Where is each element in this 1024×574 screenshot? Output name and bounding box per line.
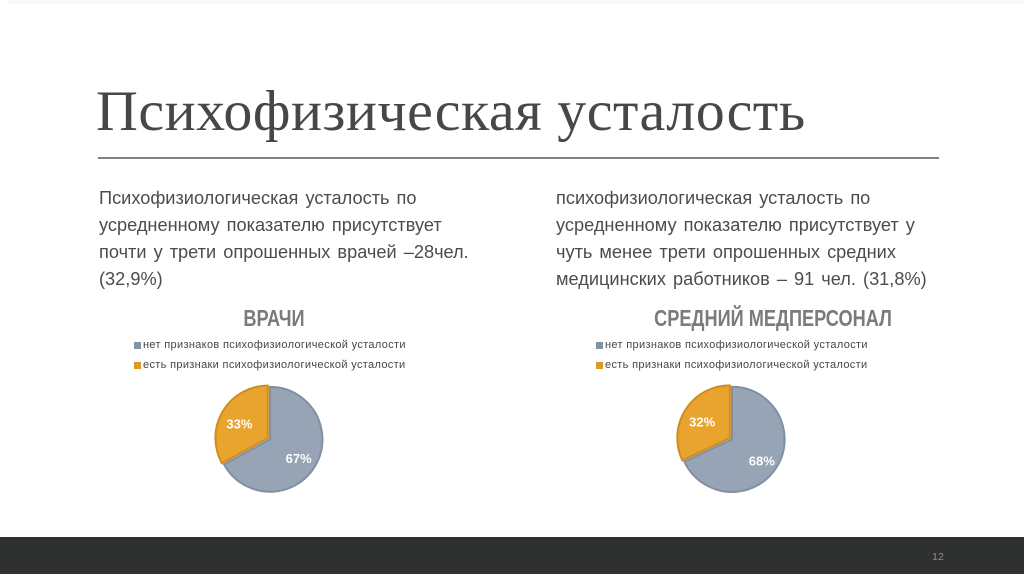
- svg-text:32%: 32%: [689, 415, 715, 430]
- svg-text:67%: 67%: [286, 451, 312, 466]
- svg-text:33%: 33%: [226, 417, 252, 432]
- svg-text:68%: 68%: [749, 453, 775, 468]
